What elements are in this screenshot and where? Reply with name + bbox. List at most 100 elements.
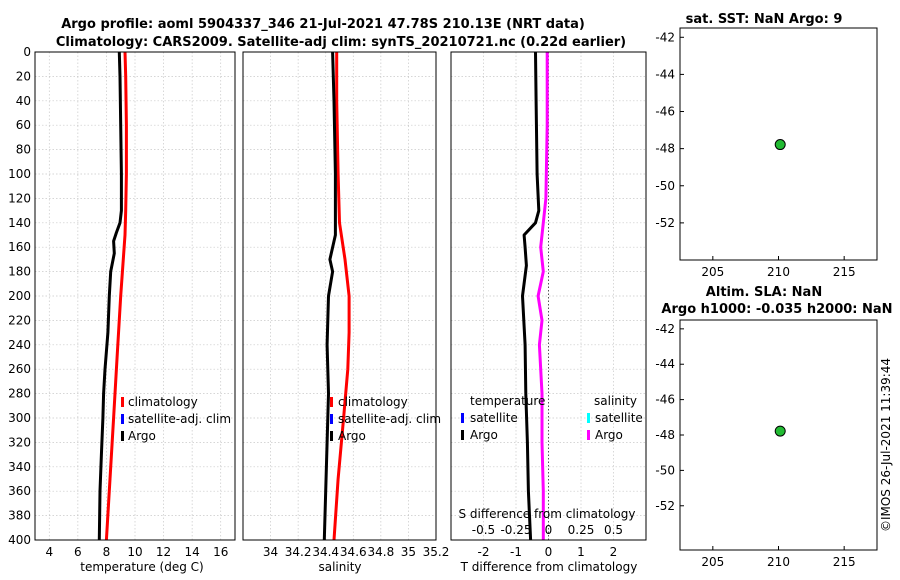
sal-tick-label: 34.4 bbox=[312, 545, 339, 559]
sla-map-panel: -42 -44 -46 -48 -50 -52 205 210 215 bbox=[655, 319, 878, 569]
temp-tick-label: 4 bbox=[45, 545, 53, 559]
diff-t-tick-label: -1 bbox=[510, 545, 522, 559]
sal-tick-label: 34.6 bbox=[340, 545, 367, 559]
depth-tick-label: 380 bbox=[8, 509, 31, 523]
sal-climatology-line bbox=[332, 52, 351, 541]
sst-map-title: sat. SST: NaN Argo: 9 bbox=[686, 12, 843, 27]
depth-tick-label: 80 bbox=[16, 143, 31, 157]
depth-tick-label: 0 bbox=[23, 45, 31, 59]
temp-legend-swatch bbox=[121, 431, 124, 441]
sla-map-ytick-label: -46 bbox=[655, 393, 675, 407]
argo-location-marker bbox=[774, 425, 786, 437]
depth-tick-label: 260 bbox=[8, 362, 31, 376]
diff-legend-s-swatch bbox=[587, 430, 590, 440]
temp-legend-label: satellite-adj. clim bbox=[128, 412, 231, 426]
sal-legend-label: Argo bbox=[338, 429, 366, 443]
sla-map-ytick-label: -48 bbox=[655, 428, 675, 442]
salinity-xlabel: salinity bbox=[318, 560, 361, 574]
sal-legend-swatch bbox=[330, 397, 333, 407]
diff-t-tick-label: -2 bbox=[478, 545, 490, 559]
temp-legend-label: climatology bbox=[128, 395, 198, 409]
diff-legend-t-label: Argo bbox=[470, 428, 498, 442]
sal-axes-frame bbox=[242, 51, 437, 541]
sst-map-ytick-label: -48 bbox=[655, 142, 675, 156]
difference-xlabel: T difference from climatology bbox=[460, 560, 638, 574]
diff-legend-t-swatch bbox=[461, 430, 464, 440]
sla-map-xtick-label: 210 bbox=[767, 555, 790, 569]
temp-argo-line bbox=[97, 51, 123, 541]
diff-s-argo-line bbox=[536, 52, 549, 540]
depth-tick-label: 120 bbox=[8, 191, 31, 205]
diff-legend-s-label: satellite bbox=[595, 411, 643, 425]
diff-legend-t-title: temperature bbox=[470, 394, 545, 408]
diff-t-tick-label: 2 bbox=[610, 545, 618, 559]
sst-map-ytick-label: -46 bbox=[655, 105, 675, 119]
sla-map-ytick-label: -50 bbox=[655, 463, 675, 477]
sst-map-panel: -42 -44 -46 -48 -50 -52 205 210 215 bbox=[655, 27, 878, 279]
difference-panel: -2 -1 0 1 2 -0.5 -0.25 0 0.25 0.5 temperature salin… bbox=[450, 51, 647, 559]
depth-tick-label: 320 bbox=[8, 435, 31, 449]
figure-title-line1: Argo profile: aoml 5904337_346 21-Jul-20… bbox=[61, 17, 585, 32]
diff-s-tick-label: 0 bbox=[545, 523, 553, 537]
temp-tick-label: 14 bbox=[185, 545, 200, 559]
figure-title-line2: Climatology: CARS2009. Satellite-adj cli… bbox=[56, 35, 626, 50]
salinity-panel: 34 34.2 34.4 34.6 34.8 35 35.2 climatology satel… bbox=[242, 51, 450, 559]
temp-legend-label: Argo bbox=[128, 429, 156, 443]
diff-s-tick-label: 0.25 bbox=[568, 523, 595, 537]
depth-tick-label: 160 bbox=[8, 240, 31, 254]
difference-top-xlabel: S difference from climatology bbox=[459, 507, 636, 521]
depth-tick-label: 20 bbox=[16, 69, 31, 83]
sst-map-ytick-label: -42 bbox=[655, 30, 675, 44]
sal-tick-label: 35.2 bbox=[423, 545, 450, 559]
depth-tick-label: 100 bbox=[8, 167, 31, 181]
argo-location-marker bbox=[774, 139, 786, 151]
temp-legend-swatch bbox=[121, 397, 124, 407]
depth-tick-label: 300 bbox=[8, 411, 31, 425]
sla-map-title-line2: Argo h1000: -0.035 h2000: NaN bbox=[661, 302, 892, 317]
temp-tick-label: 12 bbox=[156, 545, 171, 559]
diff-axes-frame bbox=[450, 51, 647, 541]
temp-tick-label: 6 bbox=[74, 545, 82, 559]
diff-legend-s-title: salinity bbox=[594, 394, 637, 408]
sla-map-xtick-label: 215 bbox=[833, 555, 856, 569]
depth-tick-label: 140 bbox=[8, 216, 31, 230]
sst-map-xtick-label: 210 bbox=[767, 265, 790, 279]
temp-tick-label: 10 bbox=[127, 545, 142, 559]
timestamp-watermark: ©IMOS 26-Jul-2021 11:39:44 bbox=[879, 358, 893, 532]
depth-tick-label: 220 bbox=[8, 313, 31, 327]
temp-climatology-line bbox=[104, 51, 128, 541]
sst-map-ytick-label: -50 bbox=[655, 179, 675, 193]
sla-map-ytick-label: -44 bbox=[655, 357, 675, 371]
diff-t-argo-line bbox=[521, 51, 541, 541]
temp-tick-label: 8 bbox=[103, 545, 111, 559]
sal-argo-line bbox=[322, 51, 337, 541]
temp-legend-swatch bbox=[121, 414, 124, 424]
diff-legend-t-label: satellite bbox=[470, 411, 518, 425]
sal-legend-label: satellite-adj. clim bbox=[338, 412, 441, 426]
depth-tick-label: 40 bbox=[16, 94, 31, 108]
sal-legend-swatch bbox=[330, 414, 333, 424]
depth-tick-label: 60 bbox=[16, 118, 31, 132]
diff-s-tick-label: -0.25 bbox=[500, 523, 531, 537]
sal-tick-label: 35 bbox=[401, 545, 416, 559]
diff-t-tick-label: 1 bbox=[577, 545, 585, 559]
diff-s-tick-label: -0.5 bbox=[472, 523, 495, 537]
temp-axes-frame bbox=[34, 51, 236, 541]
sal-tick-label: 34 bbox=[263, 545, 278, 559]
depth-tick-label: 200 bbox=[8, 289, 31, 303]
diff-s-tick-label: 0.5 bbox=[604, 523, 623, 537]
sal-tick-label: 34.8 bbox=[367, 545, 394, 559]
sal-tick-label: 34.2 bbox=[285, 545, 312, 559]
depth-tick-label: 340 bbox=[8, 460, 31, 474]
depth-tick-label: 180 bbox=[8, 265, 31, 279]
sal-legend-label: climatology bbox=[338, 395, 408, 409]
depth-tick-label: 400 bbox=[8, 533, 31, 547]
diff-t-tick-label: 0 bbox=[545, 545, 553, 559]
sst-map-xtick-label: 215 bbox=[833, 265, 856, 279]
depth-tick-label: 240 bbox=[8, 338, 31, 352]
sst-map-ytick-label: -52 bbox=[655, 216, 675, 230]
sla-map-ytick-label: -42 bbox=[655, 322, 675, 336]
sla-map-title-line1: Altim. SLA: NaN bbox=[706, 285, 822, 300]
depth-tick-label: 280 bbox=[8, 387, 31, 401]
